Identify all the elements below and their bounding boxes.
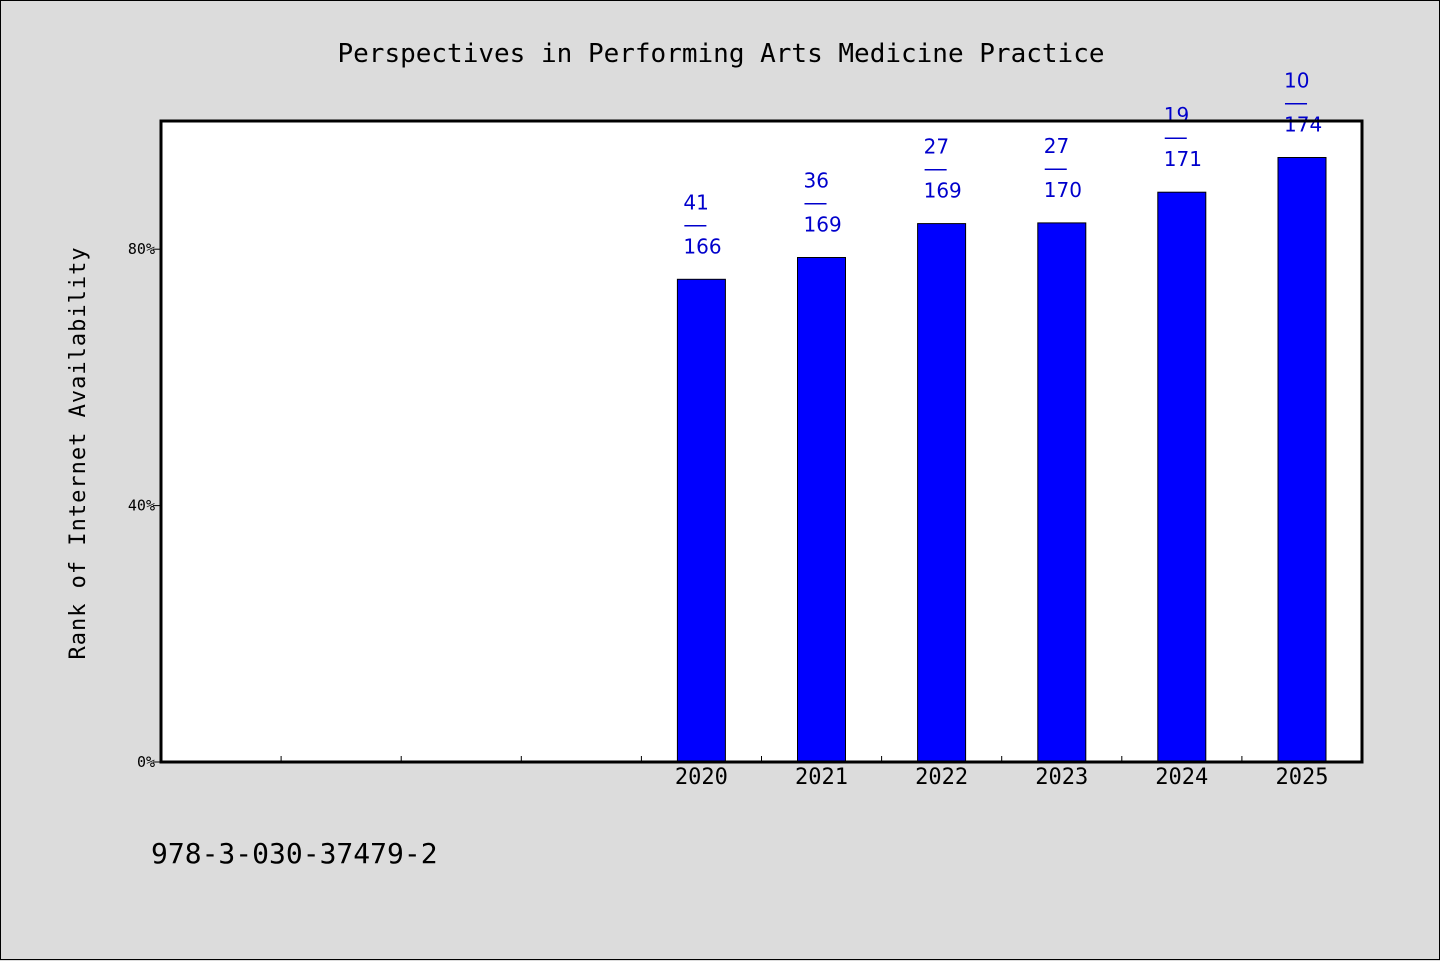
bar-2020 <box>676 278 726 763</box>
data-label-bottom-2020: 166 <box>683 234 721 258</box>
x-tick-label-2020: 2020 <box>675 765 728 790</box>
data-label-bottom-2024: 171 <box>1164 147 1202 171</box>
data-label-bottom-2022: 169 <box>924 179 962 203</box>
data-label-bottom-2023: 170 <box>1044 178 1082 202</box>
bar-2021 <box>797 257 846 763</box>
x-tick-label-2024: 2024 <box>1155 765 1208 790</box>
y-axis-label: Rank of Internet Availability <box>66 246 91 659</box>
x-tick-label-2021: 2021 <box>795 765 848 790</box>
data-label-bottom-2021: 169 <box>804 213 842 237</box>
bar-2024 <box>1157 191 1207 763</box>
bar-2025 <box>1277 157 1327 763</box>
axis-ticks-group: 0% 40% 80% 2020 2021 2022 2023 2024 2025 <box>128 240 1329 790</box>
chart-title: Perspectives in Performing Arts Medicine… <box>337 39 1104 69</box>
y-tick-label: 40% <box>128 497 155 515</box>
x-tick-label-2025: 2025 <box>1276 765 1329 790</box>
isbn-footer: 978-3-030-37479-2 <box>151 837 438 870</box>
data-label-separator-2023: —— <box>1044 156 1068 180</box>
x-tick-label-2023: 2023 <box>1035 765 1088 790</box>
x-tick-label-2022: 2022 <box>915 765 968 790</box>
data-label-top-2022: 27 <box>924 135 949 159</box>
bar-2022 <box>917 223 967 763</box>
y-tick-label: 0% <box>137 753 155 771</box>
bars-group <box>676 157 1327 763</box>
y-tick-label: 80% <box>128 240 155 258</box>
data-label-separator-2022: —— <box>924 157 948 181</box>
data-label-separator-2021: —— <box>804 191 828 215</box>
data-label-separator-2025: —— <box>1284 91 1308 115</box>
data-label-separator-2024: —— <box>1164 125 1188 149</box>
data-label-top-2023: 27 <box>1044 134 1069 158</box>
data-label-top-2021: 36 <box>804 169 829 193</box>
data-label-top-2025: 10 <box>1284 69 1309 93</box>
data-label-top-2020: 41 <box>683 190 708 214</box>
data-label-separator-2020: —— <box>683 212 707 236</box>
data-label-bottom-2025: 174 <box>1284 113 1322 137</box>
data-labels-group: 41——16636——16927——16927——17019——17110——1… <box>683 69 1322 259</box>
data-label-top-2024: 19 <box>1164 103 1189 127</box>
bar-2023 <box>1037 222 1087 763</box>
